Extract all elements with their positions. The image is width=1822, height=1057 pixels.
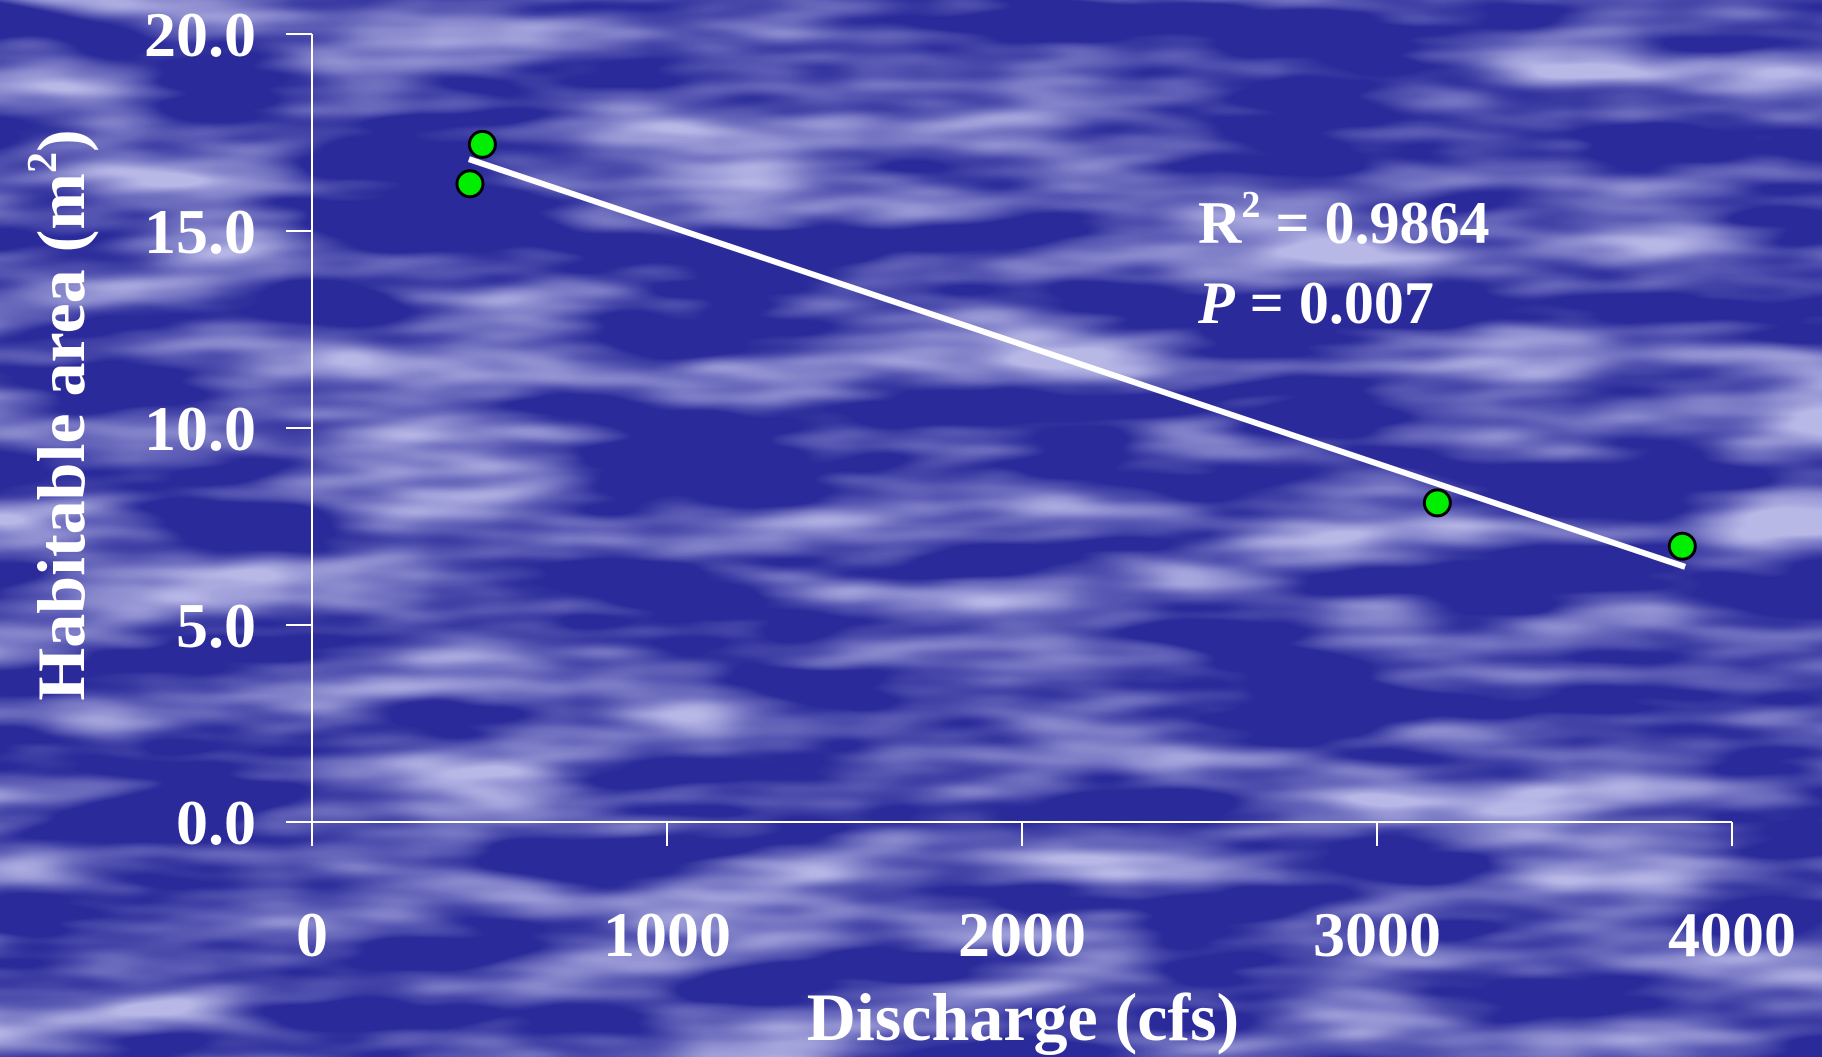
y-tick-label: 15.0 [144, 196, 256, 267]
y-axis-title-close: ) [23, 129, 99, 152]
y-axis-title-superscript: 2 [20, 152, 66, 173]
data-point [1422, 488, 1452, 518]
p-value-annotation: P = 0.007 [1197, 270, 1434, 336]
x-tick-label: 3000 [1313, 899, 1441, 970]
r-squared-label: R [1198, 190, 1242, 256]
y-axis-title-text: Habitable area (m [23, 173, 99, 701]
data-point [1667, 531, 1697, 561]
r-squared-value: = 0.9864 [1260, 190, 1489, 256]
data-point [467, 129, 497, 159]
data-point [455, 169, 485, 199]
y-tick-label: 20.0 [144, 0, 256, 70]
r-squared-superscript: 2 [1241, 184, 1260, 226]
x-tick-label: 4000 [1668, 899, 1796, 970]
p-label: P [1197, 270, 1236, 336]
y-tick-label: 5.0 [176, 590, 256, 661]
y-axis-title: Habitable area (m2) [20, 129, 99, 700]
x-tick-label: 2000 [958, 899, 1086, 970]
data-points [455, 129, 1697, 561]
p-value: = 0.007 [1235, 270, 1434, 336]
x-tick-label: 0 [296, 899, 328, 970]
x-tick-label: 1000 [603, 899, 731, 970]
trend-line [467, 156, 1687, 570]
x-ticks: 0 1000 2000 3000 4000 [296, 822, 1796, 970]
axes: 0.0 5.0 10.0 15.0 20.0 0 1000 2000 3000 4000 [144, 0, 1796, 970]
y-tick-label: 10.0 [144, 393, 256, 464]
y-ticks: 0.0 5.0 10.0 15.0 20.0 [144, 0, 312, 858]
y-tick-label: 0.0 [176, 787, 256, 858]
r-squared-annotation: R2 = 0.9864 [1198, 184, 1490, 256]
x-axis-title: Discharge (cfs) [807, 979, 1239, 1055]
